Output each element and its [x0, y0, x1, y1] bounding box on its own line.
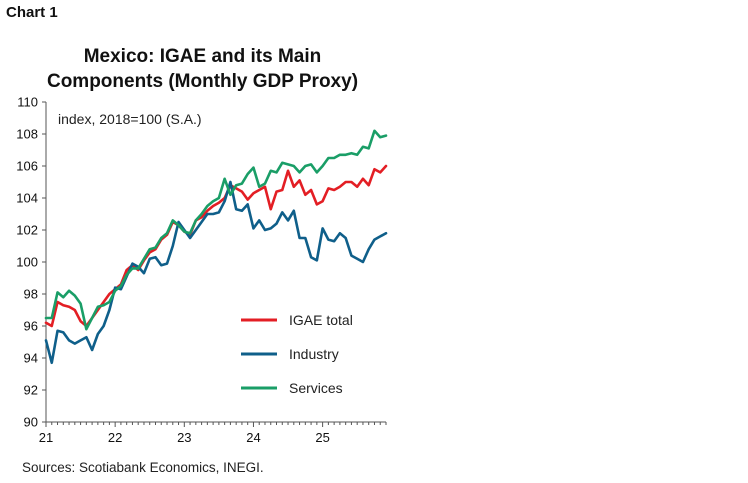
x-tick-label: 25	[315, 430, 329, 445]
y-tick-label: 94	[24, 351, 38, 366]
legend-label-services: Services	[289, 380, 343, 396]
y-axis-ticks: 90 92 94 96 98 100 102 104 106 108 110	[16, 95, 46, 430]
source-note: Sources: Scotiabank Economics, INEGI.	[22, 460, 264, 475]
x-tick-label: 24	[246, 430, 260, 445]
legend-label-industry: Industry	[289, 346, 339, 362]
chart-label: Chart 1	[6, 4, 58, 21]
y-tick-label: 110	[17, 95, 38, 110]
legend: IGAE total Industry Services	[241, 312, 353, 396]
chart-title-line-2: Components (Monthly GDP Proxy)	[46, 71, 359, 92]
series-line-igae-total	[44, 164, 388, 328]
series-lines	[44, 129, 388, 365]
y-tick-label: 90	[24, 415, 38, 430]
y-tick-label: 96	[24, 319, 38, 334]
unit-label: index, 2018=100 (S.A.)	[58, 111, 202, 127]
chart-title: Mexico: IGAE and its Main Components (Mo…	[0, 44, 405, 94]
y-tick-label: 108	[16, 127, 38, 142]
y-tick-label: 100	[16, 255, 38, 270]
series-line-industry	[44, 180, 388, 365]
x-tick-label: 22	[108, 430, 122, 445]
series-line-services	[44, 129, 388, 331]
chart-title-line-1: Mexico: IGAE and its Main	[83, 46, 322, 67]
y-tick-label: 106	[16, 159, 38, 174]
y-tick-label: 98	[24, 287, 38, 302]
x-tick-label: 23	[177, 430, 191, 445]
legend-label-igae-total: IGAE total	[289, 312, 353, 328]
x-axis-ticks: 21 22 23 24 25	[39, 422, 387, 445]
axes	[45, 102, 386, 423]
x-tick-label: 21	[39, 430, 53, 445]
y-tick-label: 102	[16, 223, 38, 238]
y-tick-label: 92	[24, 383, 38, 398]
y-tick-label: 104	[16, 191, 38, 206]
